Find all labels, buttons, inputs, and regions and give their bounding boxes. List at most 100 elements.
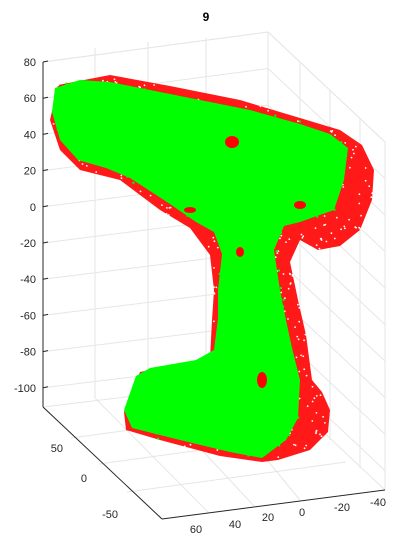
green-point xyxy=(216,356,219,359)
red-patch xyxy=(225,136,239,148)
green-point xyxy=(206,363,209,366)
red-cloud-gap xyxy=(358,226,360,229)
green-point xyxy=(225,300,228,303)
green-point xyxy=(190,176,193,179)
green-point xyxy=(90,117,92,120)
green-point xyxy=(276,380,278,383)
green-point xyxy=(63,107,66,110)
green-point xyxy=(224,203,227,206)
green-point xyxy=(331,177,334,180)
green-point xyxy=(151,424,154,427)
green-point xyxy=(271,284,273,287)
green-point xyxy=(138,125,141,128)
green-point xyxy=(183,155,186,158)
green-point xyxy=(171,100,174,103)
green-point xyxy=(282,387,285,389)
red-cloud-gap xyxy=(183,445,186,448)
green-point xyxy=(204,195,207,198)
green-point xyxy=(223,120,226,123)
green-point xyxy=(208,392,210,395)
green-point xyxy=(237,429,240,432)
green-point xyxy=(264,300,267,303)
green-point xyxy=(263,297,266,300)
green-point xyxy=(327,169,330,172)
green-point xyxy=(266,343,269,345)
green-point xyxy=(225,166,228,169)
green-point xyxy=(108,132,111,135)
green-point xyxy=(244,187,247,190)
red-cloud-gap xyxy=(322,415,324,418)
green-point xyxy=(274,188,277,191)
green-point xyxy=(70,111,73,114)
green-point xyxy=(302,131,305,134)
green-point xyxy=(283,429,286,431)
green-point xyxy=(222,394,225,397)
green-point xyxy=(189,144,192,147)
green-point xyxy=(246,341,249,344)
green-point xyxy=(221,347,224,350)
red-cloud-gap xyxy=(320,435,323,438)
green-point xyxy=(290,399,293,402)
green-point xyxy=(231,345,234,348)
green-point xyxy=(83,149,86,152)
green-point xyxy=(161,156,164,159)
green-point xyxy=(240,405,243,408)
green-point xyxy=(232,356,235,359)
green-point xyxy=(147,160,150,163)
red-cloud-gap xyxy=(355,145,357,148)
green-point xyxy=(259,303,262,306)
red-patch xyxy=(236,247,244,257)
green-point xyxy=(143,88,146,91)
green-point xyxy=(202,168,205,171)
green-point xyxy=(257,282,260,285)
green-point xyxy=(250,304,252,307)
green-point xyxy=(280,393,283,396)
green-point xyxy=(274,237,277,240)
red-cloud-gap xyxy=(315,429,318,432)
green-point xyxy=(151,158,154,161)
green-point xyxy=(253,200,256,203)
green-point xyxy=(255,411,258,414)
x-tick-label: 0 xyxy=(299,507,305,519)
green-point xyxy=(254,154,257,156)
green-point xyxy=(161,118,164,121)
green-point xyxy=(256,338,259,341)
green-point xyxy=(338,165,341,168)
green-point xyxy=(224,228,227,231)
green-point xyxy=(144,175,147,178)
green-point xyxy=(225,356,228,358)
red-cloud-gap xyxy=(302,235,305,238)
green-point xyxy=(210,440,213,442)
green-point xyxy=(170,433,173,436)
green-point xyxy=(192,198,195,201)
green-point xyxy=(121,167,124,170)
green-point xyxy=(181,400,184,403)
green-point xyxy=(339,157,342,160)
red-cloud-gap xyxy=(298,320,301,323)
green-point xyxy=(157,398,160,401)
green-point xyxy=(76,134,79,137)
green-point xyxy=(296,210,299,213)
green-point xyxy=(261,243,264,246)
green-point xyxy=(303,156,305,159)
green-point xyxy=(124,140,127,143)
green-point xyxy=(246,332,249,335)
green-point xyxy=(215,175,218,178)
green-point xyxy=(58,95,61,98)
green-point xyxy=(130,119,133,122)
green-point xyxy=(82,102,85,105)
green-point xyxy=(159,432,161,435)
red-cloud-gap xyxy=(297,120,299,123)
green-point xyxy=(130,107,133,109)
z-tick-label: -60 xyxy=(20,310,36,322)
red-cloud-gap xyxy=(371,192,374,195)
green-point xyxy=(157,385,160,388)
green-point xyxy=(236,418,239,421)
z-tick-mark xyxy=(42,60,49,63)
green-point xyxy=(241,243,244,246)
red-cloud-gap xyxy=(300,233,303,236)
green-point xyxy=(201,383,204,386)
green-point xyxy=(189,365,192,368)
green-point xyxy=(209,128,212,131)
green-point xyxy=(223,301,226,304)
